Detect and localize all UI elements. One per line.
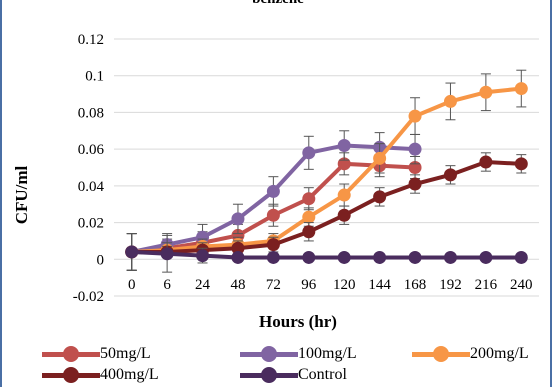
x-tick-label: 168 (404, 277, 427, 293)
legend-label: 50mg/L (100, 345, 151, 362)
data-point (196, 249, 210, 263)
data-point (479, 85, 493, 99)
legend-marker (261, 346, 277, 362)
x-tick-label: 96 (301, 277, 317, 293)
y-axis-title: CFU/ml (12, 165, 31, 225)
x-tick-label: 120 (333, 277, 356, 293)
data-point (408, 250, 422, 264)
y-tick-label: 0.12 (78, 32, 104, 48)
data-point (514, 157, 528, 171)
data-point (408, 142, 422, 156)
x-tick-label: 240 (510, 277, 533, 293)
x-axis-title: Hours (hr) (259, 312, 337, 331)
data-point (196, 230, 210, 244)
legend-marker (63, 346, 79, 362)
legend-item: Control (240, 364, 347, 386)
x-tick-label: 6 (163, 277, 171, 293)
data-point (408, 177, 422, 191)
data-point (231, 250, 245, 264)
x-tick-label: 144 (368, 277, 391, 293)
legend-item: 50mg/L (42, 343, 151, 365)
x-tick-label: 24 (195, 277, 211, 293)
legend-label: 100mg/L (298, 345, 357, 362)
y-tick-label: 0.08 (78, 105, 104, 121)
y-tick-label: 0 (97, 252, 105, 268)
data-point (443, 94, 457, 108)
y-tick-label: 0.06 (78, 142, 105, 158)
data-point (408, 109, 422, 123)
y-tick-label: 0.02 (78, 216, 104, 232)
legend-item: 400mg/L (42, 364, 159, 386)
data-point (266, 250, 280, 264)
x-tick-label: 48 (230, 277, 245, 293)
data-point (337, 250, 351, 264)
legend-swatch (42, 364, 100, 386)
data-point (443, 168, 457, 182)
data-point (266, 184, 280, 198)
legend-swatch (42, 343, 100, 365)
x-tick-label: 0 (128, 277, 136, 293)
legend-swatch (240, 343, 298, 365)
legend-marker (261, 367, 277, 383)
data-point (479, 250, 493, 264)
data-point (160, 247, 174, 261)
legend-label: 200mg/L (470, 345, 529, 362)
data-point (231, 241, 245, 255)
legend-label: Control (298, 366, 347, 383)
data-point (373, 190, 387, 204)
y-tick-label: 0.04 (78, 179, 105, 195)
data-point (266, 238, 280, 252)
data-point (302, 192, 316, 206)
legend-item: 200mg/L (412, 343, 529, 365)
data-point (125, 245, 139, 259)
data-point (337, 138, 351, 152)
legend-swatch (240, 364, 298, 386)
data-point (373, 250, 387, 264)
data-point (373, 151, 387, 165)
legend-marker (63, 367, 79, 383)
data-point (443, 250, 457, 264)
x-tick-label: 72 (266, 277, 281, 293)
data-point (302, 250, 316, 264)
data-point (514, 250, 528, 264)
data-point (514, 82, 528, 96)
legend-item: 100mg/L (240, 343, 357, 365)
data-point (231, 228, 245, 242)
data-point (302, 210, 316, 224)
data-point (266, 208, 280, 222)
data-point (302, 225, 316, 239)
data-point (479, 155, 493, 169)
legend-marker (433, 346, 449, 362)
series-line (131, 249, 522, 260)
x-tick-label: 216 (475, 277, 498, 293)
data-point (337, 208, 351, 222)
y-tick-label: 0.1 (85, 69, 104, 85)
legend-swatch (412, 343, 470, 365)
y-tick-label: -0.02 (73, 289, 104, 305)
x-tick-label: 192 (439, 277, 462, 293)
data-point (302, 146, 316, 160)
data-point (231, 212, 245, 226)
data-point (337, 188, 351, 202)
chart-title: benzene (2, 0, 552, 8)
legend-label: 400mg/L (100, 366, 159, 383)
chart-legend: 50mg/L 100mg/L 200mg/L 400mg/L Control (2, 343, 552, 387)
